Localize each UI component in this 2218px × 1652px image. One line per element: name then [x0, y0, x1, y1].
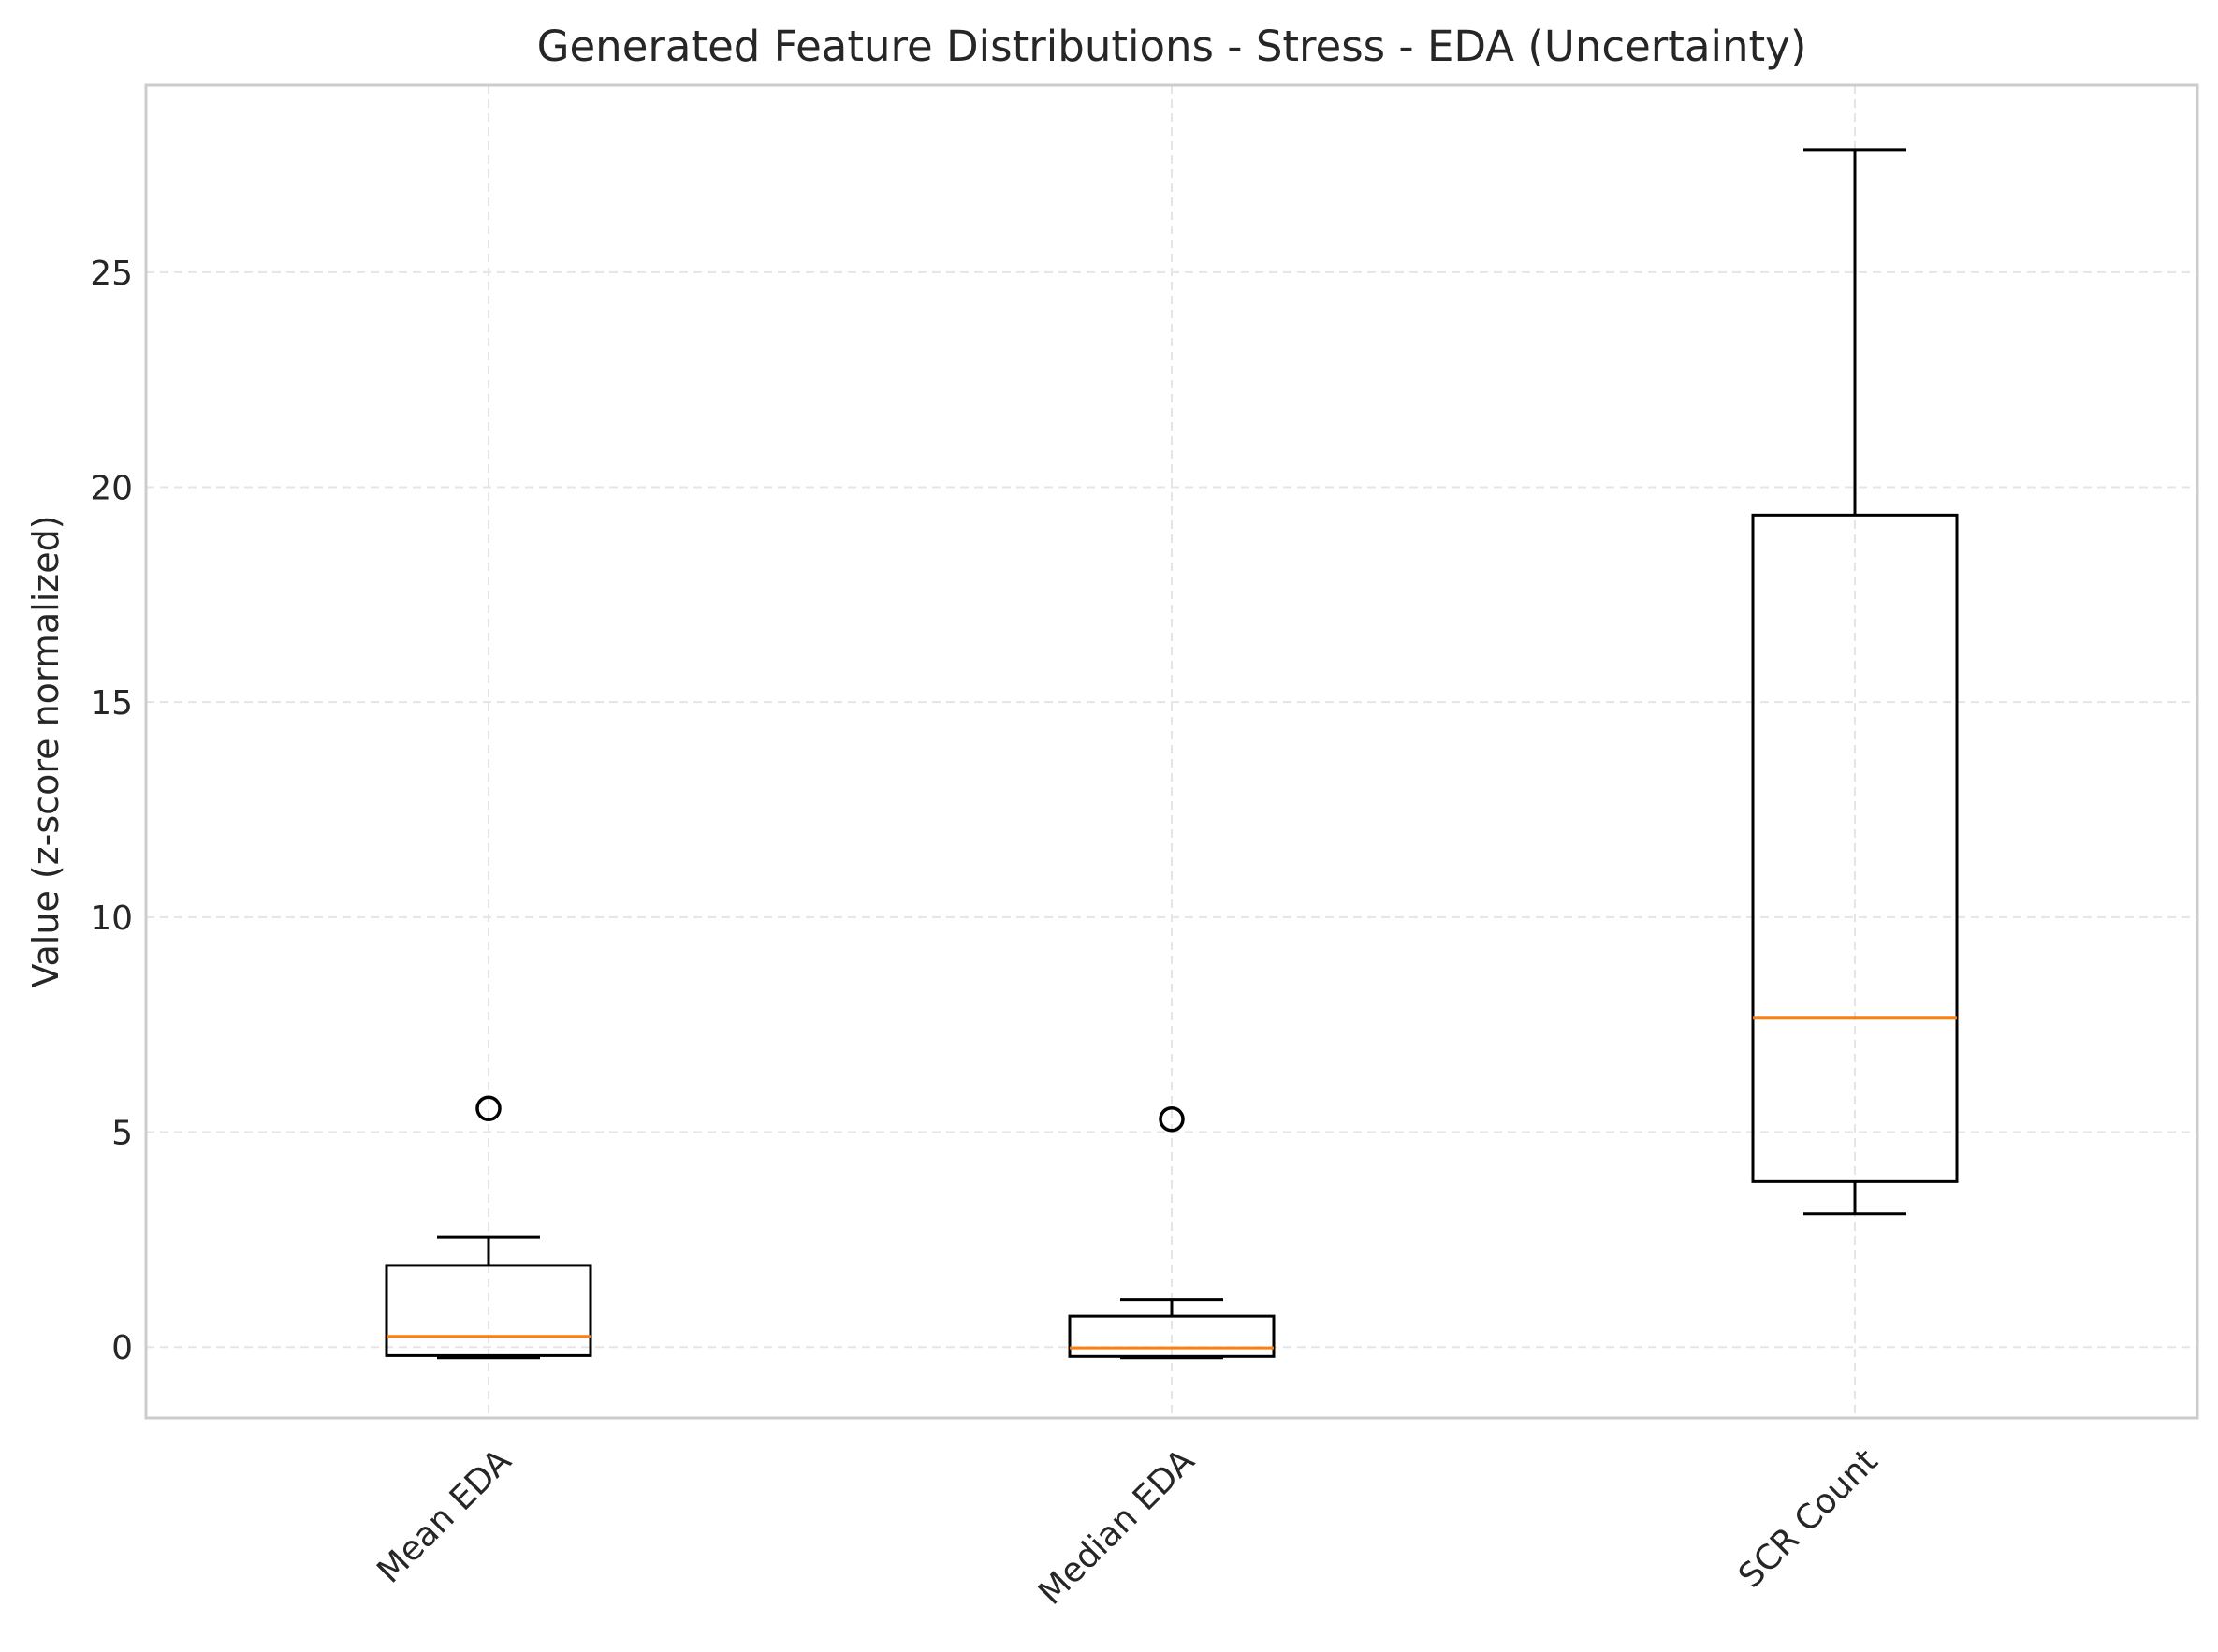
box	[385, 1264, 592, 1357]
x-tick-label: SCR Count	[1731, 1441, 1885, 1595]
outlier-point	[475, 1095, 502, 1122]
grid	[146, 85, 2197, 1418]
x-tick-label: Median EDA	[1031, 1441, 1203, 1613]
boxes	[385, 148, 1959, 1360]
outlier-point	[1159, 1105, 1185, 1133]
y-axis-ticks: 0 5 10 15 20 25	[90, 255, 133, 1367]
box	[1751, 513, 1959, 1183]
y-axis-label: Value (z-score normalized)	[25, 515, 66, 987]
box-group	[1068, 1105, 1276, 1360]
y-tick-label: 0	[111, 1329, 133, 1367]
y-tick-label: 25	[90, 255, 133, 293]
x-tick-label: Mean EDA	[370, 1441, 518, 1590]
y-tick-label: 5	[111, 1115, 133, 1153]
y-tick-label: 15	[90, 684, 133, 723]
box-group	[1751, 148, 1959, 1216]
chart-title: Generated Feature Distributions - Stress…	[537, 22, 1807, 71]
y-tick-label: 20	[90, 469, 133, 507]
plot-area	[144, 83, 2199, 1420]
box-group	[385, 1095, 592, 1360]
box	[1068, 1314, 1276, 1358]
x-axis-ticks: Mean EDA Median EDA SCR Count	[370, 1441, 1885, 1613]
y-tick-label: 10	[90, 899, 133, 938]
